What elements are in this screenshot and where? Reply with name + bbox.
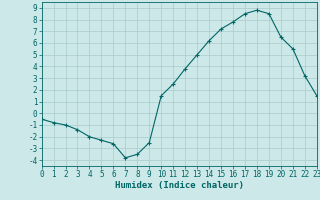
X-axis label: Humidex (Indice chaleur): Humidex (Indice chaleur) — [115, 181, 244, 190]
